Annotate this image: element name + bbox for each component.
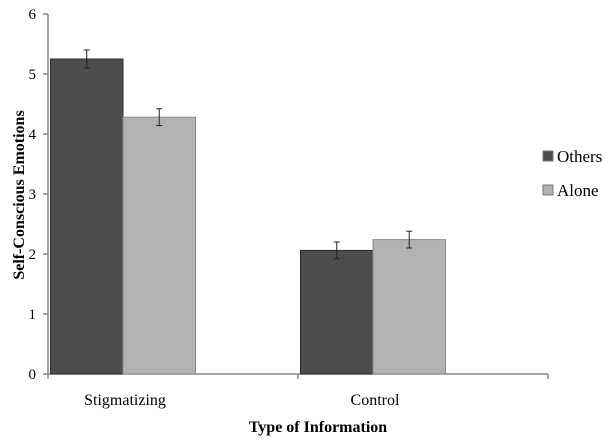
y-axis-label: Self-Conscious Emotions [11, 110, 28, 279]
x-axis-label: Type of Information [249, 419, 387, 436]
y-tick-label: 1 [29, 307, 37, 323]
y-tick-label: 5 [29, 67, 37, 83]
legend-label: Alone [557, 181, 599, 200]
legend-swatch [542, 184, 554, 196]
legend-swatch [542, 150, 554, 162]
legend-label: Others [557, 147, 602, 166]
y-tick-label: 2 [29, 247, 37, 263]
bar-others [300, 249, 374, 375]
y-tick-label: 0 [29, 367, 37, 383]
bar-alone [122, 116, 196, 375]
y-tick-label: 6 [29, 7, 37, 23]
x-tick-label: Control [351, 392, 400, 409]
bar-others [50, 58, 124, 375]
x-tick-label: Stigmatizing [84, 392, 166, 409]
y-tick-label: 4 [29, 127, 37, 143]
y-tick-label: 3 [29, 187, 37, 203]
bar-alone [372, 239, 446, 375]
